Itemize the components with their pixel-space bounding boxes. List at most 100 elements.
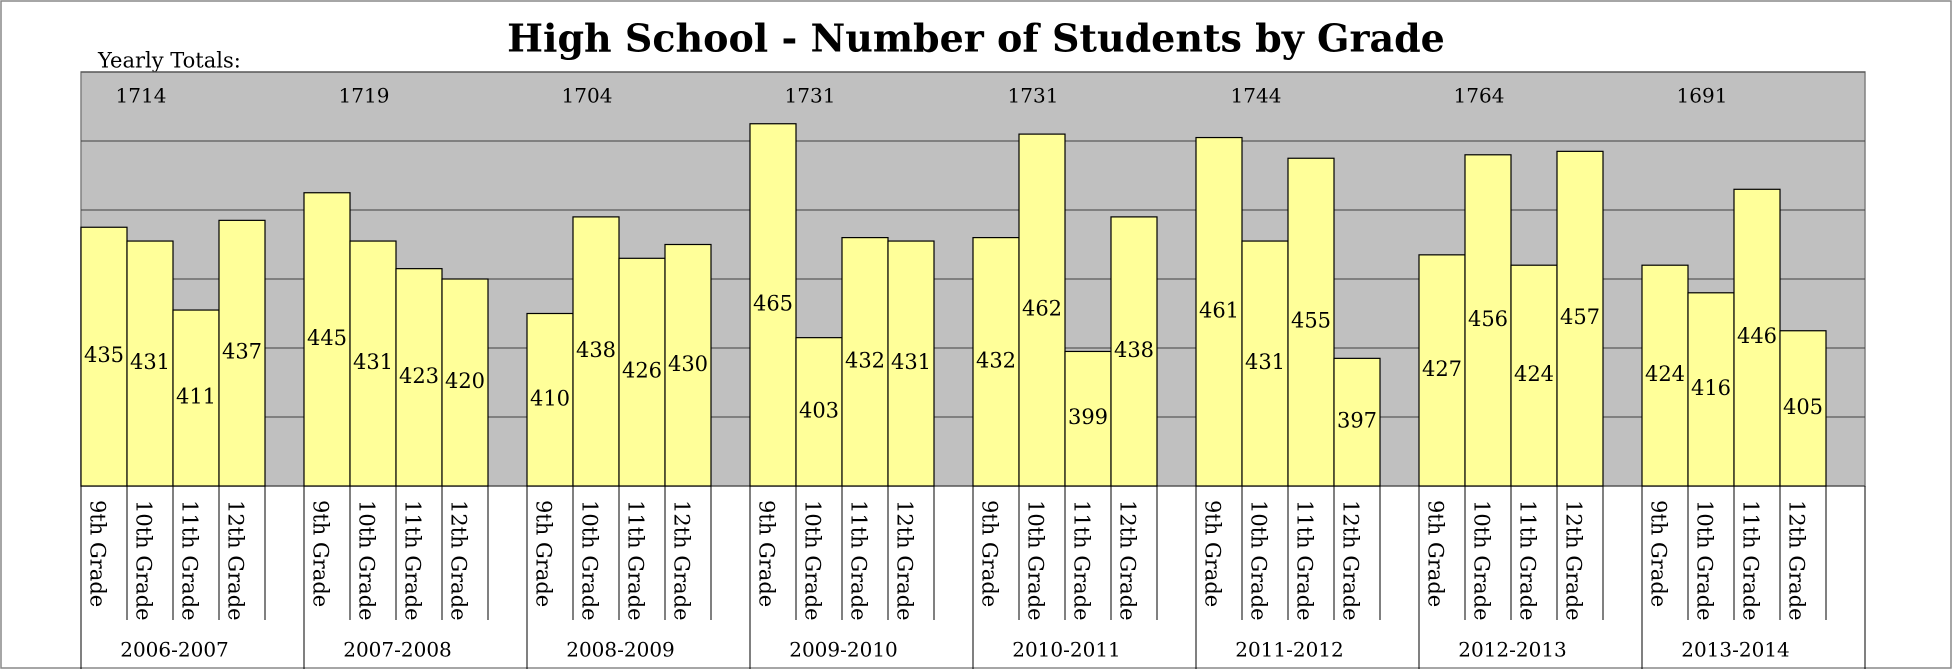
grade-label: 11th Grade bbox=[624, 500, 648, 621]
grade-label: 9th Grade bbox=[1647, 500, 1671, 607]
value-label: 456 bbox=[1468, 307, 1508, 331]
value-label: 403 bbox=[799, 398, 839, 422]
bar bbox=[572, 216, 620, 487]
x-category-label: 2009-2010 bbox=[789, 638, 898, 662]
bar bbox=[172, 309, 220, 487]
grade-label: 11th Grade bbox=[1739, 500, 1763, 621]
bar bbox=[795, 337, 843, 487]
bar bbox=[1287, 157, 1335, 487]
grade-label: 9th Grade bbox=[1201, 500, 1225, 607]
yearly-total: 1744 bbox=[1231, 84, 1282, 108]
value-label: 430 bbox=[668, 352, 708, 376]
grade-label: 9th Grade bbox=[1424, 500, 1448, 607]
bar bbox=[1333, 357, 1381, 487]
grade-label: 11th Grade bbox=[847, 500, 871, 621]
grade-label: 12th Grade bbox=[1339, 500, 1363, 621]
grade-label: 12th Grade bbox=[447, 500, 471, 621]
value-label: 410 bbox=[530, 386, 570, 410]
grade-label: 9th Grade bbox=[309, 500, 333, 607]
bar bbox=[303, 192, 351, 487]
value-label: 411 bbox=[176, 385, 216, 409]
value-label: 424 bbox=[1645, 362, 1685, 386]
grade-label: 10th Grade bbox=[578, 500, 602, 621]
yearly-total: 1731 bbox=[1008, 84, 1059, 108]
chart-title: High School - Number of Students by Grad… bbox=[507, 16, 1445, 61]
value-label: 432 bbox=[845, 348, 885, 372]
value-label: 427 bbox=[1422, 357, 1462, 381]
bar bbox=[1687, 292, 1735, 487]
grade-label: 9th Grade bbox=[532, 500, 556, 607]
grade-label: 9th Grade bbox=[755, 500, 779, 607]
value-label: 431 bbox=[353, 350, 393, 374]
grade-label: 10th Grade bbox=[1470, 500, 1494, 621]
grade-label: 9th Grade bbox=[978, 500, 1002, 607]
bar bbox=[1110, 216, 1158, 487]
grade-label: 10th Grade bbox=[132, 500, 156, 621]
value-label: 397 bbox=[1337, 409, 1377, 433]
value-label: 435 bbox=[84, 343, 124, 367]
x-category-label: 2013-2014 bbox=[1681, 638, 1790, 662]
value-label: 424 bbox=[1514, 362, 1554, 386]
x-category-label: 2006-2007 bbox=[120, 638, 229, 662]
value-label: 431 bbox=[1245, 350, 1285, 374]
bar bbox=[395, 268, 443, 487]
value-label: 465 bbox=[753, 291, 793, 315]
value-label: 416 bbox=[1691, 376, 1731, 400]
bar bbox=[80, 226, 128, 487]
value-label: 405 bbox=[1783, 395, 1823, 419]
bar bbox=[126, 240, 174, 487]
value-label: 420 bbox=[445, 369, 485, 393]
bar bbox=[526, 312, 574, 487]
value-label: 446 bbox=[1737, 324, 1777, 348]
yearly-total: 1764 bbox=[1454, 84, 1505, 108]
grade-label: 12th Grade bbox=[1562, 500, 1586, 621]
value-label: 426 bbox=[622, 359, 662, 383]
grade-label: 10th Grade bbox=[1693, 500, 1717, 621]
value-label: 399 bbox=[1068, 405, 1108, 429]
grade-label: 11th Grade bbox=[1516, 500, 1540, 621]
x-category-label: 2010-2011 bbox=[1012, 638, 1121, 662]
bar bbox=[972, 237, 1020, 487]
bar bbox=[1195, 136, 1243, 487]
yearly-total: 1704 bbox=[562, 84, 613, 108]
bar bbox=[1418, 254, 1466, 487]
value-label: 462 bbox=[1022, 297, 1062, 321]
value-label: 438 bbox=[1114, 338, 1154, 362]
yearly-total: 1714 bbox=[116, 84, 167, 108]
grade-label: 10th Grade bbox=[1024, 500, 1048, 621]
bar bbox=[1064, 350, 1112, 487]
bar bbox=[749, 123, 797, 487]
bar bbox=[1510, 264, 1558, 487]
value-label: 457 bbox=[1560, 305, 1600, 329]
grade-label: 11th Grade bbox=[1293, 500, 1317, 621]
grade-label: 11th Grade bbox=[1070, 500, 1094, 621]
yearly-total: 1731 bbox=[785, 84, 836, 108]
grade-label: 11th Grade bbox=[178, 500, 202, 621]
bar bbox=[887, 240, 935, 487]
grade-label: 12th Grade bbox=[670, 500, 694, 621]
bar bbox=[1241, 240, 1289, 487]
x-category-label: 2008-2009 bbox=[566, 638, 675, 662]
totals-label: Yearly Totals: bbox=[97, 49, 241, 73]
grade-label: 12th Grade bbox=[893, 500, 917, 621]
grade-label: 10th Grade bbox=[355, 500, 379, 621]
bar bbox=[1641, 264, 1689, 487]
bar bbox=[664, 243, 712, 487]
value-label: 445 bbox=[307, 326, 347, 350]
grade-label: 10th Grade bbox=[801, 500, 825, 621]
value-label: 432 bbox=[976, 348, 1016, 372]
value-label: 437 bbox=[222, 340, 262, 364]
bar bbox=[1556, 150, 1604, 487]
value-label: 423 bbox=[399, 364, 439, 388]
x-category-label: 2011-2012 bbox=[1235, 638, 1344, 662]
yearly-total: 1719 bbox=[339, 84, 390, 108]
grade-label: 12th Grade bbox=[1785, 500, 1809, 621]
x-category-label: 2012-2013 bbox=[1458, 638, 1567, 662]
bar bbox=[1779, 330, 1827, 487]
bar bbox=[218, 219, 266, 487]
grade-label: 11th Grade bbox=[401, 500, 425, 621]
x-category-label: 2007-2008 bbox=[343, 638, 452, 662]
